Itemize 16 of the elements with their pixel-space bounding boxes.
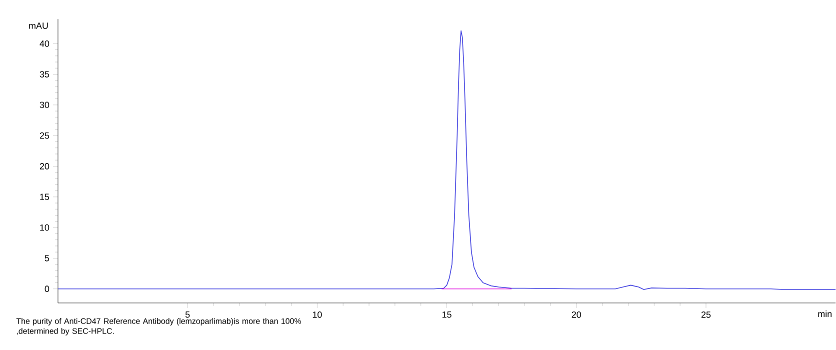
y-tick-label: 10: [40, 224, 50, 231]
y-tick-label: 0: [44, 286, 50, 292]
y-tick-label: 35: [40, 71, 50, 78]
y-axis-title: mAU: [29, 22, 48, 29]
y-tick-label: 15: [40, 194, 50, 200]
x-tick-label: 20: [572, 312, 582, 318]
y-tick-label: 30: [40, 102, 50, 108]
x-axis-title: min: [818, 310, 832, 318]
x-tick-label: 25: [701, 312, 711, 318]
y-tick-label: 40: [40, 40, 50, 47]
y-tick-label: 5: [44, 255, 50, 262]
x-tick-label: 5: [185, 312, 190, 318]
x-tick-label: 10: [312, 312, 322, 318]
x-tick-label: 15: [442, 312, 452, 318]
y-tick-label: 25: [40, 132, 50, 139]
y-tick-label: 20: [40, 163, 50, 170]
